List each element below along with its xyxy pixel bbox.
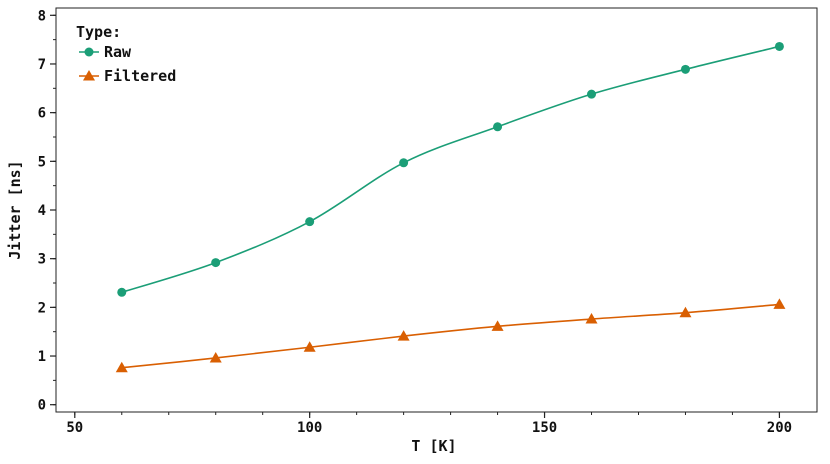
y-tick-label: 4 [38, 203, 46, 219]
legend-label-filtered: Filtered [104, 67, 176, 85]
y-tick-label: 0 [38, 398, 46, 414]
data-point-filtered [397, 330, 410, 341]
data-point-raw [680, 64, 690, 74]
data-point-filtered [773, 298, 786, 309]
series-line-filtered [121, 303, 780, 369]
data-point-filtered [209, 351, 222, 363]
data-point-filtered [303, 341, 316, 352]
legend-marker-filtered [83, 70, 95, 81]
x-tick-label: 50 [66, 420, 83, 436]
y-tick-label: 2 [38, 300, 46, 316]
data-point-raw [117, 287, 127, 297]
data-point-filtered [585, 313, 598, 324]
legend: Type: Raw Filtered [76, 23, 176, 85]
x-tick-label: 200 [767, 420, 792, 436]
legend-title: Type: [76, 23, 121, 41]
y-tick-label: 6 [38, 106, 46, 122]
series-filtered [115, 298, 786, 373]
data-point-raw [493, 122, 503, 132]
data-point-filtered [679, 306, 692, 318]
plot-marks [115, 41, 786, 373]
y-tick-label: 7 [38, 57, 46, 73]
data-point-raw [774, 41, 784, 51]
x-tick-label: 100 [297, 420, 322, 436]
y-tick-label: 8 [38, 8, 46, 24]
data-point-raw [587, 89, 597, 99]
axes: 0 1 2 3 4 5 6 7 8 50 100 150 200 [38, 7, 818, 436]
data-point-raw [211, 258, 221, 268]
series-raw [117, 41, 784, 297]
legend-label-raw: Raw [104, 43, 132, 61]
data-point-raw [305, 217, 315, 227]
y-tick-label: 3 [38, 252, 46, 268]
data-point-filtered [115, 361, 128, 373]
x-tick-label: 150 [532, 420, 557, 436]
legend-marker-raw [84, 47, 94, 57]
y-tick-label: 1 [38, 349, 46, 365]
y-axis-title: Jitter [ns] [6, 160, 24, 259]
x-axis-title: T [K] [411, 437, 456, 455]
y-tick-label: 5 [38, 154, 46, 170]
data-point-filtered [491, 320, 504, 331]
series-line-raw [121, 45, 780, 294]
data-point-raw [399, 158, 409, 168]
